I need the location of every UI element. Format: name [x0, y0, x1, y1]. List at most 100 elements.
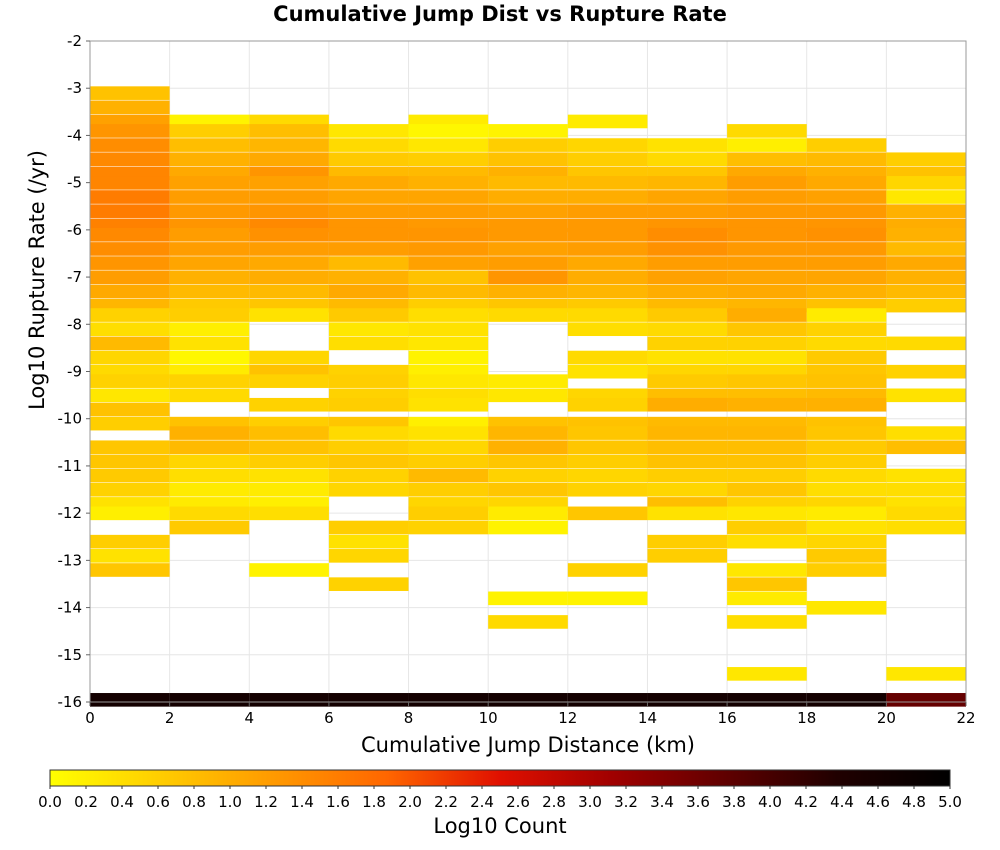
heatmap-cell — [886, 242, 966, 256]
colorbar-tick-label: 0.6 — [146, 793, 170, 811]
heatmap-cell — [647, 549, 728, 563]
heatmap-cell — [408, 227, 489, 242]
heatmap-cell — [806, 693, 887, 707]
heatmap-cell — [90, 374, 170, 388]
heatmap-cell — [90, 440, 170, 455]
heatmap-cell — [169, 520, 250, 535]
heatmap-cell — [806, 204, 887, 218]
heatmap-cell — [249, 256, 329, 270]
heatmap-cell — [647, 336, 728, 351]
heatmap-cell — [90, 322, 170, 337]
heatmap-cell — [886, 440, 966, 455]
heatmap-cell — [90, 284, 170, 299]
heatmap-cell — [727, 124, 807, 138]
heatmap-cell — [567, 308, 648, 322]
heatmap-cell — [488, 426, 568, 440]
colorbar-tick-label: 3.2 — [614, 793, 638, 811]
colorbar-tick-label: 4.0 — [758, 793, 782, 811]
heatmap-cell — [488, 308, 568, 322]
colorbar-tick-label: 1.4 — [290, 793, 314, 811]
heatmap-cell — [647, 176, 728, 190]
heatmap-cell — [567, 204, 648, 218]
heatmap-cell — [886, 152, 966, 167]
heatmap-cell — [408, 336, 489, 351]
heatmap-cell — [90, 227, 170, 242]
heatmap-cell — [328, 138, 409, 152]
colorbar-tick-label: 2.6 — [506, 793, 530, 811]
heatmap-cell — [567, 242, 648, 256]
heatmap-cell — [488, 506, 568, 521]
heatmap-cell — [567, 506, 648, 521]
heatmap-cell — [727, 190, 807, 204]
heatmap-cell — [408, 242, 489, 256]
heatmap-cell — [567, 468, 648, 483]
heatmap-cell — [567, 284, 648, 299]
heatmap-cell — [90, 86, 170, 100]
heatmap-cell — [90, 563, 170, 577]
heatmap-cell — [886, 693, 966, 707]
heatmap-cell — [408, 693, 489, 707]
heatmap-cell — [567, 454, 648, 469]
heatmap-cell — [727, 591, 807, 606]
heatmap-cell — [806, 256, 887, 270]
heatmap-cell — [408, 374, 489, 388]
heatmap-cell — [567, 256, 648, 270]
heatmap-cells — [90, 86, 966, 707]
heatmap-cell — [90, 190, 170, 204]
heatmap-cell — [488, 284, 568, 299]
heatmap-cell — [328, 577, 409, 591]
heatmap-cell — [806, 506, 887, 521]
colorbar-tick-label: 3.4 — [650, 793, 674, 811]
heatmap-cell — [488, 388, 568, 403]
heatmap-cell — [169, 426, 250, 440]
heatmap-cell — [727, 520, 807, 535]
heatmap-cell — [169, 152, 250, 167]
colorbar-tick-label: 4.4 — [830, 793, 854, 811]
colorbar-tick-label: 4.2 — [794, 793, 818, 811]
heatmap-cell — [408, 454, 489, 469]
heatmap-cell — [886, 204, 966, 218]
x-tick-label: 0 — [85, 709, 95, 727]
heatmap-cell — [328, 256, 409, 270]
heatmap-cell — [488, 124, 568, 138]
heatmap-cell — [408, 426, 489, 440]
heatmap-cell — [806, 454, 887, 469]
heatmap-cell — [328, 520, 409, 535]
heatmap-cell — [169, 468, 250, 483]
x-tick-label: 4 — [244, 709, 254, 727]
heatmap-cell — [647, 152, 728, 167]
heatmap-cell — [567, 270, 648, 285]
heatmap-cell — [328, 397, 409, 412]
heatmap-cell — [249, 426, 329, 440]
heatmap-cell — [806, 270, 887, 285]
heatmap-cell — [408, 138, 489, 152]
y-tick-label: -16 — [58, 693, 83, 711]
heatmap-cell — [806, 350, 887, 365]
heatmap-cell — [488, 256, 568, 270]
heatmap-cell — [727, 374, 807, 388]
heatmap-cell — [647, 506, 728, 521]
y-tick-label: -9 — [67, 363, 82, 381]
heatmap-cell — [727, 336, 807, 351]
heatmap-cell — [169, 506, 250, 521]
heatmap-cell — [647, 242, 728, 256]
heatmap-cell — [727, 426, 807, 440]
heatmap-cell — [567, 114, 648, 129]
heatmap-cell — [328, 468, 409, 483]
heatmap-cell — [567, 322, 648, 337]
heatmap-cell — [647, 270, 728, 285]
y-tick-label: -6 — [67, 221, 82, 239]
heatmap-cell — [727, 667, 807, 681]
colorbar-tick-label: 5.0 — [938, 793, 962, 811]
heatmap-cell — [249, 176, 329, 190]
heatmap-cell — [328, 242, 409, 256]
heatmap-cell — [806, 190, 887, 204]
heatmap-cell — [90, 124, 170, 138]
heatmap-cell — [408, 440, 489, 455]
heatmap-cell — [249, 138, 329, 152]
heatmap-cell — [169, 227, 250, 242]
heatmap-cell — [90, 402, 170, 417]
heatmap-cell — [727, 693, 807, 707]
heatmap-cell — [886, 284, 966, 299]
